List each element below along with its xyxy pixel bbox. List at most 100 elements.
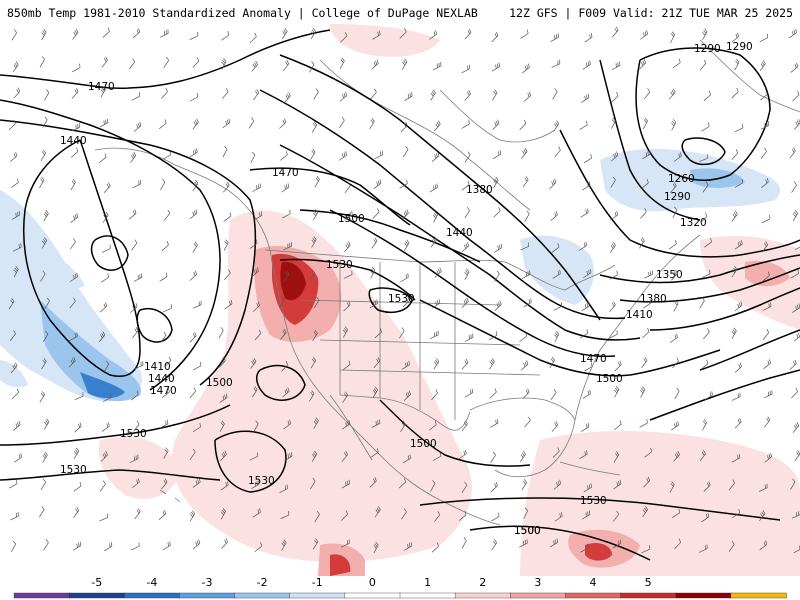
wind-barb bbox=[492, 150, 502, 160]
wind-barb bbox=[401, 508, 407, 520]
wind-barb bbox=[281, 361, 289, 372]
wind-barb bbox=[432, 299, 441, 309]
wind-barb bbox=[281, 27, 288, 40]
wind-barb bbox=[219, 420, 225, 432]
wind-barb bbox=[189, 209, 198, 220]
wind-barb bbox=[104, 542, 113, 552]
wind-barb bbox=[610, 151, 619, 162]
wind-barb bbox=[339, 57, 345, 69]
cold-anomaly-aleutian bbox=[0, 360, 28, 388]
wind-barb bbox=[373, 357, 381, 369]
wind-barb bbox=[189, 331, 197, 343]
wind-barb bbox=[704, 391, 713, 401]
wind-barb bbox=[312, 209, 319, 221]
wind-barb bbox=[99, 480, 106, 492]
wind-barb bbox=[523, 298, 532, 308]
wind-barb bbox=[728, 540, 735, 552]
wind-barb bbox=[494, 300, 502, 311]
wind-barb bbox=[192, 300, 202, 309]
wind-barb bbox=[103, 360, 110, 373]
wind-barb bbox=[189, 387, 197, 399]
wind-barb bbox=[550, 33, 559, 42]
wind-barb bbox=[161, 87, 168, 99]
contour-1470-gulf bbox=[0, 99, 221, 391]
wind-barb bbox=[551, 243, 560, 253]
wind-barb bbox=[11, 388, 20, 399]
wind-barb bbox=[520, 29, 529, 39]
wind-barb bbox=[72, 28, 79, 40]
wind-barb bbox=[461, 481, 468, 493]
wind-barb bbox=[404, 92, 413, 102]
wind-barb bbox=[489, 388, 497, 399]
wind-barb bbox=[12, 61, 19, 73]
wind-barb bbox=[370, 88, 377, 100]
wind-barb bbox=[374, 328, 383, 339]
wind-barb bbox=[761, 178, 769, 188]
wind-barb bbox=[731, 453, 741, 463]
wind-barb bbox=[309, 390, 315, 402]
wind-barb bbox=[163, 56, 170, 69]
wind-barb bbox=[8, 298, 15, 310]
wind-barb bbox=[582, 389, 591, 399]
wind-barb bbox=[734, 418, 742, 429]
colorbar-segment bbox=[565, 592, 622, 599]
wind-barb bbox=[374, 506, 381, 518]
wind-barb bbox=[220, 508, 226, 520]
wind-barb bbox=[313, 417, 319, 429]
wind-barb bbox=[521, 479, 527, 491]
wind-barb bbox=[554, 146, 561, 158]
wind-barb bbox=[251, 480, 260, 490]
warm-anomaly-hudson bbox=[330, 24, 440, 57]
wind-barb bbox=[491, 539, 497, 551]
wind-barb bbox=[133, 420, 140, 432]
wind-barb bbox=[129, 303, 138, 313]
wind-barb bbox=[102, 211, 109, 223]
wind-barb bbox=[342, 420, 351, 430]
wind-barb bbox=[68, 356, 76, 368]
wind-barb bbox=[492, 89, 498, 101]
wind-barb bbox=[71, 123, 81, 132]
wind-barb bbox=[461, 242, 470, 253]
wind-barb bbox=[519, 450, 526, 462]
wind-barb bbox=[9, 152, 18, 163]
wind-barb bbox=[550, 389, 557, 401]
wind-barb bbox=[643, 476, 651, 488]
wind-barb bbox=[701, 512, 710, 523]
wind-barb bbox=[583, 154, 592, 164]
wind-barb bbox=[759, 60, 766, 72]
wind-barb bbox=[339, 116, 345, 129]
wind-barb bbox=[609, 301, 616, 313]
wind-barb bbox=[254, 542, 263, 553]
wind-barb bbox=[373, 541, 379, 554]
wind-barb bbox=[43, 418, 50, 430]
contour-label: 1530 bbox=[388, 293, 415, 305]
contour-label: 1440 bbox=[148, 373, 175, 385]
wind-barb bbox=[74, 422, 82, 433]
wind-barb bbox=[312, 329, 318, 342]
wind-barb bbox=[254, 329, 262, 341]
wind-barb bbox=[399, 179, 408, 189]
wind-barb bbox=[253, 211, 263, 221]
wind-barb bbox=[641, 179, 649, 189]
wind-barb bbox=[760, 121, 770, 130]
contour-label: 1410 bbox=[626, 309, 653, 321]
wind-barb bbox=[432, 61, 442, 71]
contour-1500-gulf bbox=[379, 399, 531, 467]
wind-barb bbox=[731, 87, 739, 99]
wind-barb bbox=[519, 539, 528, 548]
contour-labels: 1470 1440 1470 1500 1530 1530 1530 1530 … bbox=[60, 41, 753, 537]
wind-barb bbox=[701, 122, 710, 132]
contour-label: 1260 bbox=[668, 173, 695, 185]
wind-barb bbox=[132, 28, 141, 39]
wind-barb bbox=[99, 118, 109, 128]
colorbar-segment bbox=[730, 592, 787, 599]
contour-1260-labrador bbox=[681, 137, 726, 166]
wind-barb bbox=[44, 89, 50, 101]
wind-barb bbox=[220, 450, 227, 462]
wind-barb bbox=[640, 30, 648, 40]
contour-1470-east bbox=[329, 209, 616, 358]
wind-barb bbox=[579, 329, 589, 339]
wind-barb bbox=[670, 182, 677, 193]
wind-barb bbox=[128, 209, 137, 220]
wind-barb bbox=[192, 361, 202, 371]
